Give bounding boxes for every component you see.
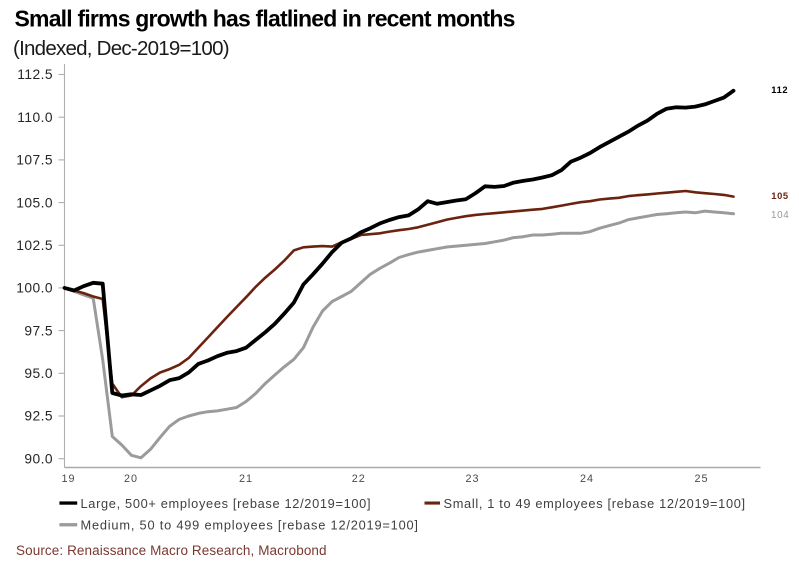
svg-text:105: 105 <box>771 190 788 201</box>
svg-text:90.0: 90.0 <box>24 451 53 466</box>
svg-text:107.5: 107.5 <box>16 153 53 168</box>
svg-text:112: 112 <box>771 84 788 95</box>
svg-text:Small, 1 to 49 employees [reba: Small, 1 to 49 employees [rebase 12/2019… <box>444 496 746 511</box>
svg-text:Medium, 50 to 499 employees [r: Medium, 50 to 499 employees [rebase 12/2… <box>81 518 419 533</box>
svg-text:95.0: 95.0 <box>24 366 53 381</box>
svg-text:100.0: 100.0 <box>16 281 53 296</box>
svg-text:19: 19 <box>61 473 75 485</box>
svg-text:97.5: 97.5 <box>24 323 53 338</box>
svg-text:21: 21 <box>239 473 253 485</box>
svg-text:102.5: 102.5 <box>16 238 53 253</box>
svg-text:23: 23 <box>465 473 479 485</box>
svg-text:Large, 500+ employees [rebase: Large, 500+ employees [rebase 12/2019=10… <box>81 496 372 511</box>
svg-text:(Indexed, Dec-2019=100): (Indexed, Dec-2019=100) <box>13 37 229 60</box>
svg-text:105.0: 105.0 <box>16 195 53 210</box>
svg-text:22: 22 <box>352 473 366 485</box>
svg-text:110.0: 110.0 <box>17 110 53 125</box>
svg-text:20: 20 <box>124 473 138 485</box>
svg-text:104: 104 <box>771 210 789 221</box>
svg-text:25: 25 <box>694 473 708 485</box>
svg-text:112.5: 112.5 <box>17 67 53 82</box>
svg-text:24: 24 <box>580 473 594 485</box>
svg-text:92.5: 92.5 <box>24 409 53 424</box>
svg-text:Small firms growth has flatlin: Small firms growth has flatlined in rece… <box>15 6 515 32</box>
svg-text:Source: Renaissance Macro Rese: Source: Renaissance Macro Research, Macr… <box>16 543 327 558</box>
